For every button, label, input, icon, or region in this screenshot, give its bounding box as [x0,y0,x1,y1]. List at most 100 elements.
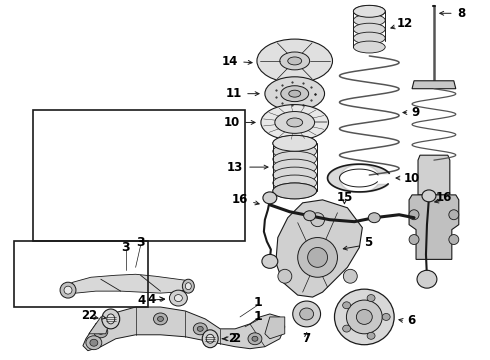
Ellipse shape [275,112,315,133]
Polygon shape [276,200,362,297]
Text: 7: 7 [303,332,311,345]
Ellipse shape [353,41,385,53]
Polygon shape [409,195,459,260]
Ellipse shape [367,332,375,339]
Text: 10: 10 [404,171,420,185]
Polygon shape [418,155,450,195]
Ellipse shape [409,235,419,244]
Ellipse shape [261,105,328,140]
Ellipse shape [98,329,104,334]
Text: 16: 16 [232,193,248,206]
Ellipse shape [248,333,262,345]
Ellipse shape [193,323,207,335]
Text: 10: 10 [224,116,240,129]
Text: 2: 2 [81,310,89,323]
Text: 9: 9 [411,106,419,119]
Ellipse shape [308,247,327,267]
Text: 2: 2 [232,332,240,345]
Ellipse shape [449,235,459,244]
Ellipse shape [273,143,317,159]
Ellipse shape [300,308,314,320]
Ellipse shape [293,301,320,327]
Ellipse shape [94,326,108,338]
Ellipse shape [102,309,120,329]
Bar [33,111,245,241]
Text: 3: 3 [122,241,130,254]
Ellipse shape [64,286,72,294]
Ellipse shape [86,336,102,350]
Ellipse shape [273,167,317,183]
Ellipse shape [304,211,316,221]
Ellipse shape [107,314,115,324]
Text: 4: 4 [137,293,146,307]
Ellipse shape [356,310,372,324]
Ellipse shape [273,151,317,167]
Text: 6: 6 [407,314,416,327]
Ellipse shape [182,279,195,293]
Text: 13: 13 [227,161,243,174]
Ellipse shape [343,302,351,309]
Ellipse shape [278,269,292,283]
Ellipse shape [273,183,317,199]
Ellipse shape [174,294,182,302]
Ellipse shape [157,316,164,321]
Ellipse shape [280,52,310,70]
Ellipse shape [449,210,459,220]
Ellipse shape [60,282,76,298]
Ellipse shape [288,57,302,65]
Polygon shape [265,317,285,339]
Ellipse shape [298,238,338,277]
Ellipse shape [273,159,317,175]
Ellipse shape [202,330,218,348]
Text: 1: 1 [253,310,262,323]
Ellipse shape [273,135,317,151]
Ellipse shape [262,255,278,268]
Ellipse shape [409,210,419,220]
Ellipse shape [346,300,382,334]
Text: 11: 11 [226,87,242,100]
Ellipse shape [281,86,309,102]
Text: 8: 8 [457,7,465,20]
Ellipse shape [311,213,324,227]
Ellipse shape [289,90,301,97]
Ellipse shape [252,336,258,341]
Text: 14: 14 [221,55,238,68]
Ellipse shape [343,269,357,283]
Text: 2: 2 [88,310,96,323]
Ellipse shape [197,327,203,331]
Ellipse shape [170,290,187,306]
Polygon shape [83,307,285,351]
Ellipse shape [353,5,385,17]
Ellipse shape [335,289,394,345]
Ellipse shape [206,334,214,343]
Ellipse shape [417,270,437,288]
Ellipse shape [353,5,385,17]
Polygon shape [412,81,456,89]
Ellipse shape [382,314,390,320]
Ellipse shape [90,339,98,346]
Text: 1: 1 [253,296,262,309]
Polygon shape [61,274,192,293]
Ellipse shape [153,313,168,325]
Ellipse shape [353,14,385,26]
Ellipse shape [353,32,385,44]
Ellipse shape [368,213,380,223]
Ellipse shape [367,294,375,302]
Ellipse shape [257,39,333,83]
Text: 12: 12 [397,17,414,30]
Ellipse shape [343,325,351,332]
Ellipse shape [287,118,303,127]
Ellipse shape [353,23,385,35]
Text: 16: 16 [436,192,452,204]
Text: 2: 2 [228,332,236,345]
Ellipse shape [185,283,191,290]
Ellipse shape [273,183,317,199]
Ellipse shape [273,135,317,151]
Polygon shape [89,317,111,334]
Ellipse shape [273,175,317,191]
Text: 15: 15 [336,192,353,204]
Text: 3: 3 [136,236,145,249]
Ellipse shape [422,190,436,202]
Bar [14,241,147,307]
Ellipse shape [265,77,324,111]
